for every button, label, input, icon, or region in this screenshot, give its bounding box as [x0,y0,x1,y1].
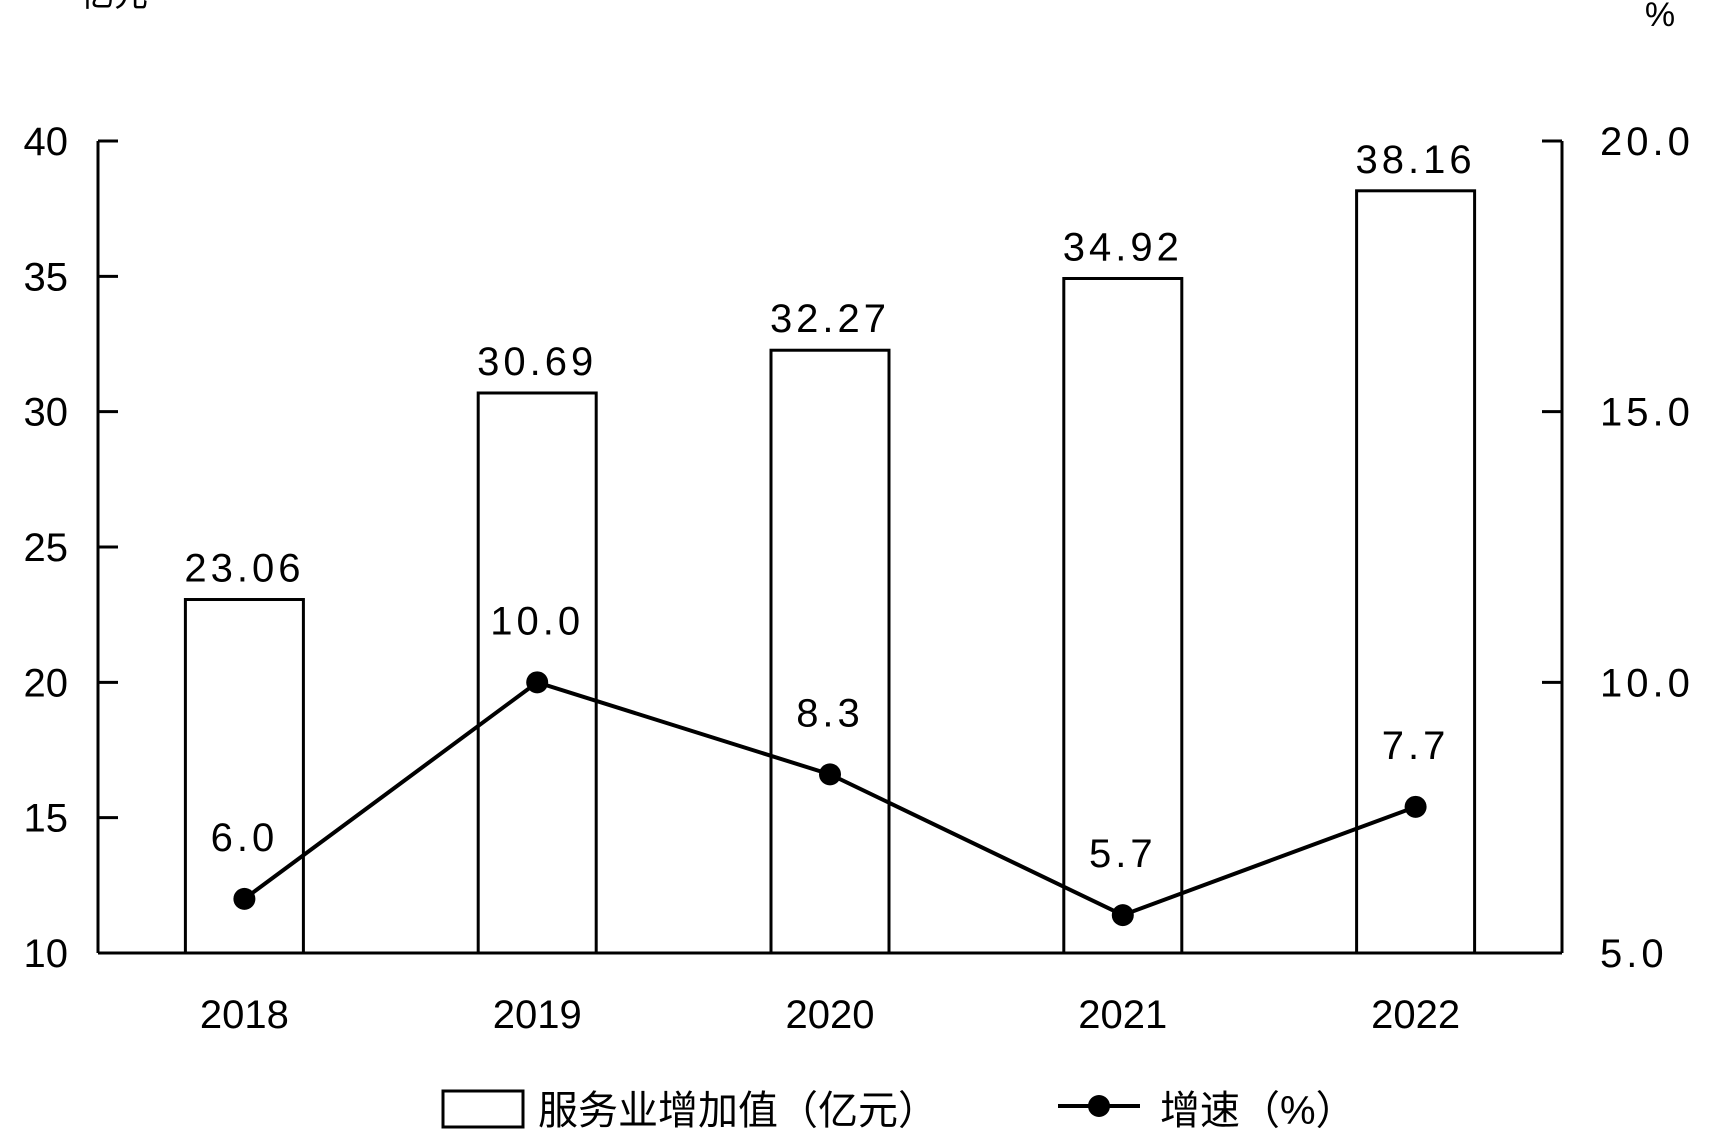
bar [769,348,891,955]
legend-line-label: 增速（%） [1160,1089,1356,1133]
line-point [233,887,256,910]
x-tick-label: 2020 [786,993,875,1037]
legend-bar-label: 服务业增加值（亿元） [538,1089,938,1133]
line-point [526,671,549,694]
line-series: 6.0 10.0 8.3 5.7 7.7 [211,599,1450,927]
left-axis-unit: 亿元 [80,0,148,14]
line-point [1111,904,1134,927]
right-tick-label: 15.0 [1600,391,1694,435]
line-point [1404,795,1427,818]
left-tick-label: 35 [24,255,69,299]
left-tick-label: 15 [24,797,69,841]
line-point [819,763,841,786]
line-value-label: 5.7 [1089,832,1157,876]
left-y-axis: 10 15 20 25 30 35 40 [24,120,118,976]
line-value-label: 8.3 [796,691,864,735]
x-tick-label: 2022 [1371,993,1460,1037]
right-tick-label: 10.0 [1600,661,1694,705]
bar-value-label: 23.06 [184,547,304,591]
x-tick-label: 2018 [200,993,289,1037]
bar-value-label: 32.27 [770,297,890,341]
bar [1355,189,1477,955]
legend: 服务业增加值（亿元） 增速（%） [441,1089,1356,1133]
bar [1062,276,1184,955]
line-value-label: 10.0 [490,599,584,643]
left-tick-label: 40 [24,120,69,164]
right-y-axis: 5.0 10.0 15.0 20.0 [1542,120,1694,976]
right-axis-unit: % [1645,0,1675,34]
line-value-label: 6.0 [211,816,279,860]
bar-value-label: 30.69 [477,340,597,384]
right-tick-label: 20.0 [1600,120,1694,164]
bar-value-label: 38.16 [1356,138,1476,182]
x-axis: 2018 2019 2020 2021 2022 [98,951,1562,1037]
legend-bar-swatch [441,1089,525,1129]
line-value-label: 7.7 [1382,724,1450,768]
left-tick-label: 30 [24,391,69,435]
bar-value-label: 34.92 [1063,225,1183,269]
left-tick-label: 10 [24,932,69,976]
bar-series: 23.06 30.69 32.27 34.92 38.16 [183,138,1477,955]
legend-line-marker [1088,1095,1110,1117]
x-tick-label: 2021 [1078,993,1167,1037]
x-tick-label: 2019 [493,993,582,1037]
left-tick-label: 20 [24,661,69,705]
right-tick-label: 5.0 [1600,932,1668,976]
left-tick-label: 25 [24,526,69,570]
